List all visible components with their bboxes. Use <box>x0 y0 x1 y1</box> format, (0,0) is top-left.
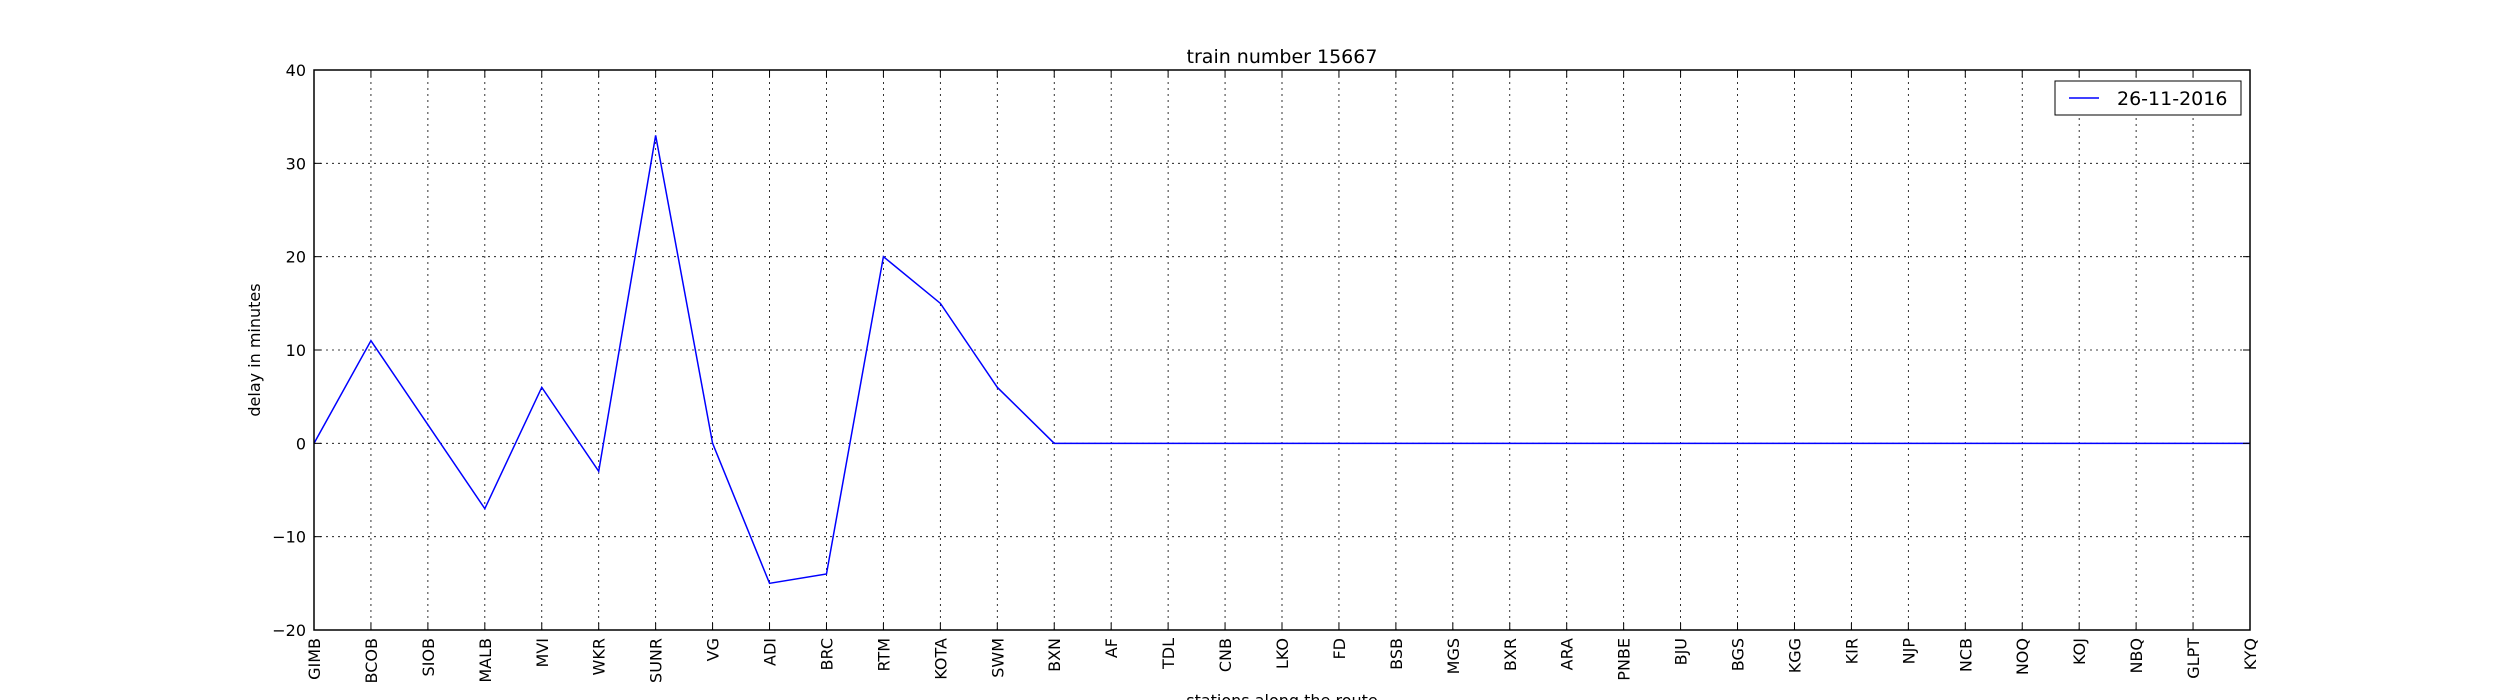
y-tick-labels: −20 −10 0 10 20 30 40 <box>272 61 306 640</box>
x-tick-label: BCOB <box>362 638 381 683</box>
y-tick-label: 40 <box>286 61 306 80</box>
series-lines <box>313 135 2250 585</box>
x-tick-label: VG <box>704 638 723 661</box>
x-tick-label: WKR <box>590 638 609 675</box>
x-tick-label: NBQ <box>2127 638 2146 674</box>
x-tick-label: GLPT <box>2184 638 2203 679</box>
x-tick-label: KIR <box>1842 638 1861 664</box>
y-tick-label: 10 <box>286 341 306 360</box>
x-tick-label: ARA <box>1558 638 1577 670</box>
x-tick-label: BSB <box>1387 638 1406 670</box>
x-tick-label: MGS <box>1444 638 1463 674</box>
x-tick-label: MALB <box>476 638 495 683</box>
x-axis-label: stations along the route <box>1186 691 1378 700</box>
x-tick-label: NOQ <box>2013 638 2032 675</box>
x-tick-label: BJU <box>1672 638 1691 665</box>
grid-lines <box>313 69 2251 631</box>
legend-label: 26-11-2016 <box>2117 88 2227 110</box>
x-tick-label: CNB <box>1216 638 1235 672</box>
x-tick-label: SIOB <box>419 638 438 676</box>
x-tick-label: BXR <box>1501 638 1520 671</box>
x-tick-label: NJP <box>1899 638 1918 665</box>
y-tick-label: −10 <box>272 528 306 547</box>
x-tick-label: KOTA <box>931 638 950 680</box>
x-tick-label: NCB <box>1956 638 1975 672</box>
axis-ticks <box>313 69 2251 631</box>
x-tick-label: MVI <box>533 638 552 667</box>
x-tick-label: FD <box>1330 638 1349 660</box>
y-tick-label: 30 <box>286 154 306 173</box>
x-tick-label: AF <box>1102 638 1121 658</box>
x-tick-label: SUNR <box>647 638 666 683</box>
x-tick-label: ADI <box>761 638 780 666</box>
x-tick-label: KOJ <box>2070 638 2089 665</box>
x-tick-label: KGG <box>1785 638 1804 673</box>
y-tick-label: −20 <box>272 621 306 640</box>
x-tick-label: BXN <box>1045 638 1064 672</box>
x-tick-label: BRC <box>817 638 836 670</box>
x-tick-label: TDL <box>1159 638 1178 670</box>
y-axis-label: delay in minutes <box>245 283 264 416</box>
x-tick-labels: GIMB BCOB SIOB MALB MVI WKR SUNR VG ADI BRC RTM KOT… <box>305 638 2260 684</box>
x-tick-label: PNBE <box>1615 638 1634 681</box>
x-tick-label: SWM <box>988 638 1007 678</box>
chart-title: train number 15667 <box>1187 46 1378 68</box>
y-tick-label: 0 <box>296 434 306 453</box>
x-tick-label: GIMB <box>305 638 324 680</box>
x-tick-label: BGS <box>1729 638 1748 671</box>
legend: 26-11-2016 <box>2054 80 2242 116</box>
x-tick-label: KYQ <box>2241 638 2260 670</box>
x-tick-label: LKO <box>1273 638 1292 669</box>
x-tick-label: RTM <box>874 638 893 672</box>
series-line <box>313 135 2250 585</box>
y-tick-label: 20 <box>286 248 306 267</box>
